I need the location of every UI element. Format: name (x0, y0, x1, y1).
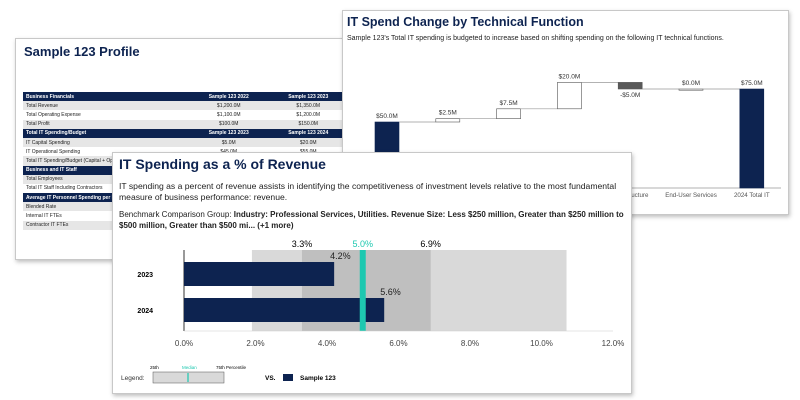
row-label: Total IT Spending/Budget (23, 128, 189, 138)
sample-bar (184, 262, 335, 286)
data-label: $2.5M (439, 110, 457, 117)
row-label: Internal IT FTEs (26, 213, 62, 220)
cell-value: $45.0M (189, 147, 268, 156)
median-label: 5.0% (352, 239, 373, 249)
row-label: IT Capital Spending (23, 137, 189, 148)
data-label: $0.0M (682, 80, 700, 87)
data-label: $7.5M (500, 100, 518, 107)
row-label: Total IT Spending/Budget (Capital + Op (23, 156, 189, 166)
category-label: 2024 Total IT (734, 192, 770, 199)
data-label: $50.0M (376, 113, 398, 120)
median-marker (359, 250, 366, 331)
cell-value: $5.0M (189, 137, 269, 148)
legend-vs: VS. (265, 375, 276, 382)
row-label: Average IT Personnel Spending per IT (23, 193, 189, 203)
data-label: 4.2% (330, 251, 351, 261)
legend-median: Median (182, 365, 197, 370)
cell-value: $150.0M (268, 119, 348, 129)
x-tick-label: 10.0% (530, 339, 553, 348)
table-row: Total Profit $100.0M $150.0M (23, 119, 348, 129)
row-label: Total Revenue (23, 101, 189, 111)
waterfall-bar (678, 88, 704, 91)
legend-series-label: Sample 123 (300, 375, 336, 382)
table-row: Business Financials Sample 123 2022 Sample… (23, 92, 348, 102)
bullet-title: IT Spending as a % of Revenue (119, 156, 326, 172)
x-tick-label: 2.0% (246, 339, 264, 348)
table-row: IT Operational Spending $45.0M$55.0M (23, 147, 348, 156)
benchmark-criteria: Industry: Professional Services, Utiliti… (119, 210, 624, 230)
category-label: End-User Services (665, 192, 717, 199)
waterfall-title: IT Spend Change by Technical Function (347, 15, 584, 29)
benchmark-prefix: Benchmark Comparison Group: (119, 210, 234, 219)
data-label: $20.0M (559, 73, 581, 80)
x-tick-label: 12.0% (602, 339, 625, 348)
row-label: Business Financials (23, 92, 189, 102)
legend-p75: 75th Percentile (216, 365, 247, 370)
row-label: Contractor IT FTEs (23, 220, 189, 230)
waterfall-bar (557, 82, 582, 110)
row-label: IT Operational Spending (26, 148, 81, 155)
cell-value: $1,200.0M (189, 101, 269, 111)
row-label: Total Profit (23, 119, 189, 129)
cell-value: $1,350.0M (268, 101, 348, 111)
cell-value: $100.0M (189, 119, 269, 129)
table-row: IT Capital Spending $5.0M $20.0M (23, 137, 348, 148)
legend-label: Legend: (121, 375, 145, 382)
category-label: 2023 (137, 272, 153, 279)
table-row: Total Operating Expense $1,100.0M $1,200.0… (23, 110, 348, 119)
row-label: Blended Rate (23, 202, 189, 212)
profile-title: Sample 123 Profile (24, 44, 140, 59)
waterfall-bar (617, 82, 643, 90)
cell-value: $1,200.0M (296, 111, 321, 118)
bullet-chart: 4.2% 2023 5.6% 2024 3.3% 5.0% 6.9% 0.0% 2.0% 4.0%… (121, 239, 625, 384)
p25-label: 3.3% (292, 239, 313, 249)
waterfall-bar (739, 88, 765, 189)
row-label: Total IT Staff Including Contractors (26, 185, 103, 192)
cell-value: Sample 123 2023 (189, 128, 269, 138)
data-label: -$5.0M (620, 92, 640, 99)
row-label: Total Operating Expense (26, 111, 81, 118)
sample-bar (184, 298, 385, 322)
table-row: Total Revenue $1,200.0M $1,350.0M (23, 101, 348, 111)
cell-value: $20.0M (268, 137, 348, 148)
table-row: Internal IT FTEs (23, 211, 348, 220)
row-label: Business and IT Staff (23, 165, 189, 175)
cell-value: $55.0M (268, 147, 348, 156)
legend-p25: 25th (150, 365, 159, 370)
p75-label: 6.9% (420, 239, 441, 249)
cell-value: Sample 123 2024 (268, 128, 348, 138)
cell-value: $1,100.0M (216, 111, 241, 118)
x-tick-label: 0.0% (175, 339, 193, 348)
waterfall-bar (496, 108, 521, 120)
data-label: 5.6% (380, 287, 401, 297)
waterfall-bar (435, 118, 461, 123)
x-tick-label: 4.0% (318, 339, 336, 348)
waterfall-description: Sample 123's Total IT spending is budget… (347, 35, 724, 42)
bullet-card: IT Spending as a % of Revenue IT spendin… (112, 152, 632, 394)
x-tick-label: 8.0% (461, 339, 479, 348)
cell-value: Sample 123 2022 (189, 92, 269, 102)
table-row: Total IT Spending/Budget Sample 123 2023 S… (23, 128, 348, 138)
table-row: Total IT Staff Including Contractors (23, 184, 348, 193)
benchmark-group: Benchmark Comparison Group: Industry: Pr… (119, 209, 624, 231)
cell-value: Sample 123 2023 (268, 92, 348, 102)
bullet-description: IT spending as a percent of revenue assi… (119, 181, 617, 202)
row-label: Total Employees (23, 174, 189, 184)
data-label: $75.0M (741, 80, 763, 87)
legend-series-swatch (283, 374, 293, 381)
category-label: 2024 (137, 308, 153, 315)
x-tick-label: 6.0% (389, 339, 407, 348)
